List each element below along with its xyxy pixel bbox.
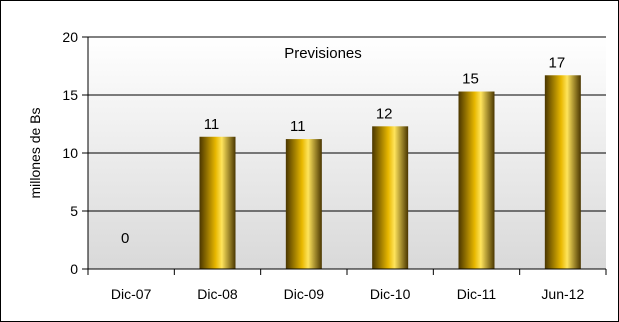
bar (544, 75, 581, 269)
y-tick-labels: 0 5 10 15 20 (62, 29, 78, 277)
data-labels: 0 11 11 12 15 17 (121, 54, 565, 247)
data-label: 0 (121, 230, 129, 247)
data-label: 11 (204, 116, 220, 133)
x-tick-label: Dic-08 (197, 286, 238, 302)
y-tick-label: 10 (62, 145, 78, 161)
y-tick-label: 15 (62, 87, 78, 103)
bars (199, 75, 581, 270)
x-tick-labels: Dic-07 Dic-08 Dic-09 Dic-10 Dic-11 Jun-12 (111, 286, 585, 302)
y-axis-label: millones de Bs (27, 107, 43, 198)
bar (199, 136, 236, 269)
y-tick-label: 20 (62, 29, 78, 45)
bar (372, 126, 409, 269)
x-tick-label: Dic-07 (111, 286, 152, 302)
x-tick-label: Dic-11 (457, 286, 497, 302)
y-tick-label: 5 (70, 203, 78, 219)
data-label: 17 (548, 54, 565, 71)
x-tick-label: Jun-12 (541, 286, 584, 302)
bar (285, 139, 322, 269)
x-tick-label: Dic-10 (370, 286, 411, 302)
data-label: 11 (290, 118, 306, 135)
axes (82, 36, 607, 275)
chart-title: Previsiones (284, 45, 362, 62)
bar (458, 91, 495, 270)
data-label: 15 (462, 71, 479, 88)
x-tick-label: Dic-09 (284, 286, 325, 302)
y-tick-label: 0 (70, 261, 78, 277)
data-label: 12 (376, 105, 393, 122)
gridlines (88, 36, 606, 212)
